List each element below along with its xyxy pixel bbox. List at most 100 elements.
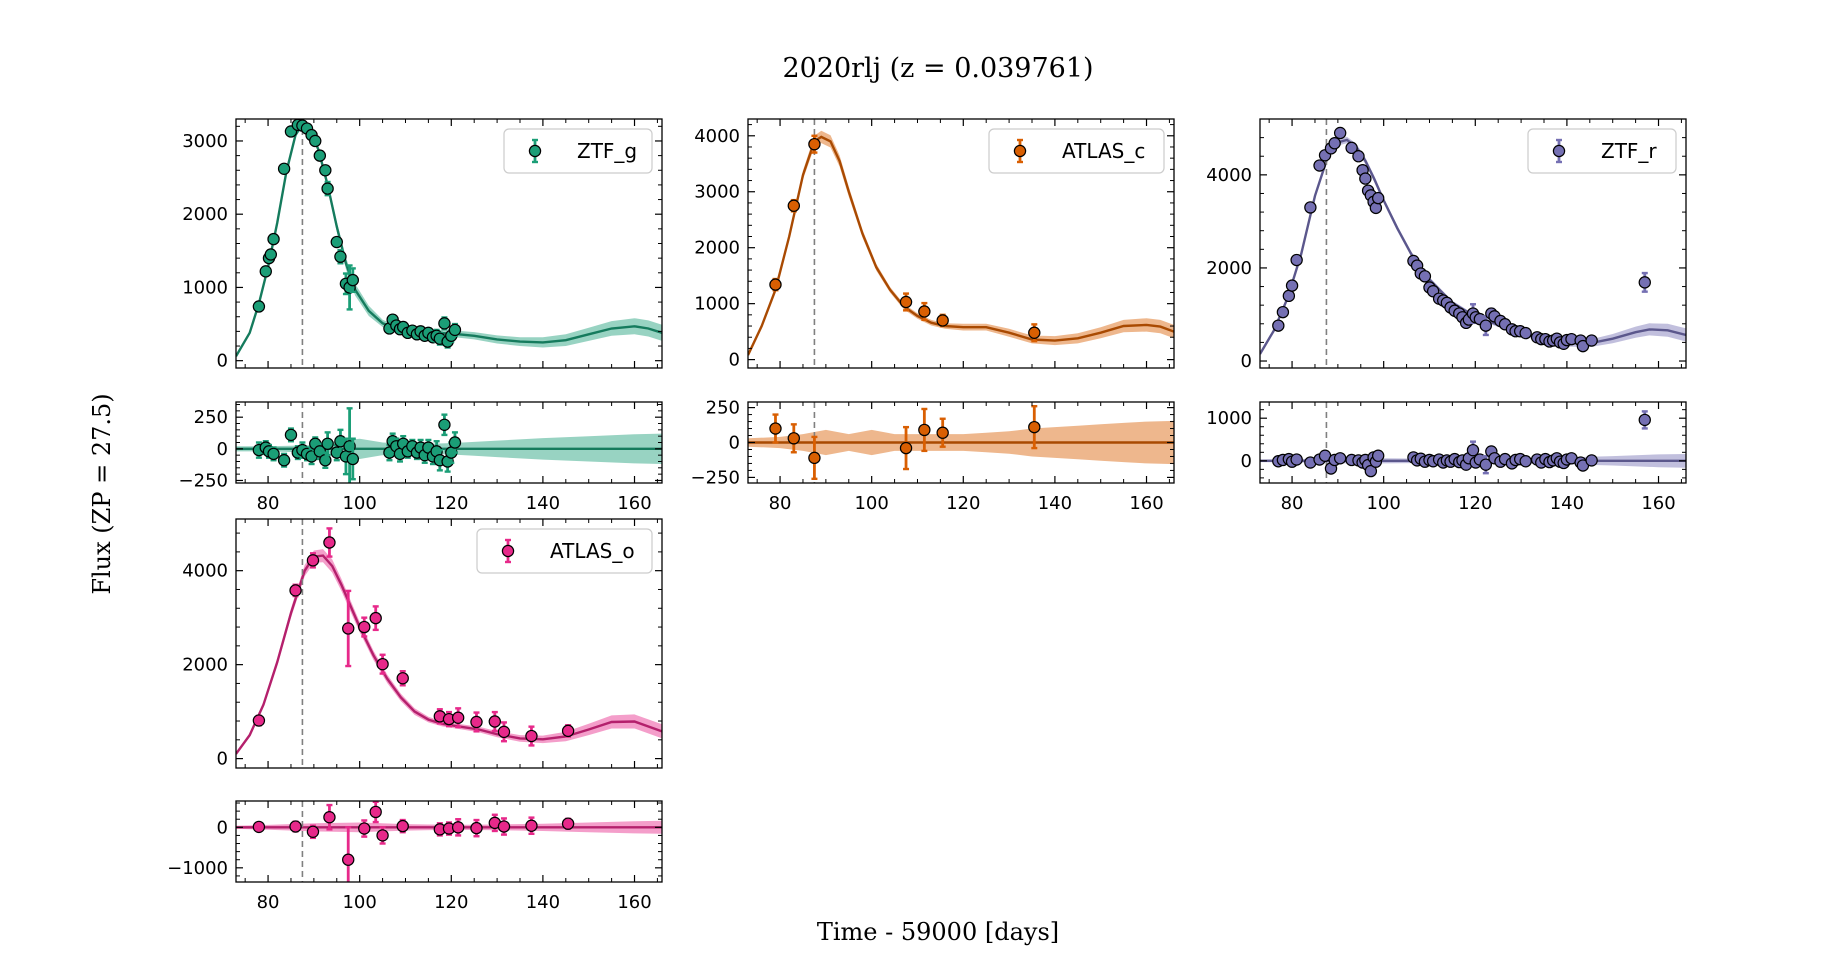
data-marker — [323, 811, 336, 824]
data-point — [1576, 339, 1590, 353]
data-point — [289, 820, 302, 833]
data-point — [309, 134, 322, 148]
data-point — [306, 824, 320, 840]
data-marker — [769, 422, 782, 435]
data-point — [787, 198, 801, 213]
data-point — [259, 265, 272, 278]
data-point — [267, 232, 280, 246]
x-tick-label: 120 — [1458, 493, 1492, 514]
data-marker — [1352, 150, 1365, 163]
data-marker — [284, 428, 298, 442]
data-point — [561, 724, 575, 738]
main-axes-1-plot-area — [748, 119, 1174, 368]
legend-marker — [1552, 144, 1566, 158]
data-point — [277, 452, 291, 468]
data-marker — [259, 265, 272, 278]
data-point — [1290, 253, 1303, 267]
data-marker — [787, 199, 801, 212]
data-point — [899, 292, 913, 312]
x-tick-label: 140 — [1550, 493, 1584, 514]
data-marker — [1282, 289, 1296, 303]
y-tick-label: 4000 — [1206, 165, 1252, 186]
data-marker — [438, 317, 451, 330]
y-tick-label: 2000 — [182, 655, 228, 676]
data-point — [1371, 191, 1385, 205]
data-point — [267, 446, 280, 462]
data-marker — [1313, 159, 1326, 172]
data-point — [1285, 279, 1299, 292]
legend-label: ATLAS_o — [550, 539, 635, 563]
data-point — [470, 818, 483, 838]
data-marker — [1028, 420, 1041, 434]
data-marker — [267, 447, 280, 461]
data-point — [561, 817, 575, 830]
x-tick-label: 100 — [342, 892, 376, 913]
data-marker — [497, 820, 511, 833]
data-point — [358, 616, 371, 638]
model-curve — [236, 122, 662, 357]
data-marker — [306, 554, 320, 567]
data-point — [1333, 452, 1347, 465]
legend-marker — [501, 544, 515, 558]
data-point — [264, 248, 278, 261]
data-point — [1565, 452, 1578, 465]
legend-box — [988, 128, 1165, 174]
data-point — [1369, 201, 1383, 215]
data-point — [451, 707, 465, 729]
data-point — [1638, 410, 1651, 430]
data-marker — [369, 611, 382, 625]
data-marker — [376, 829, 389, 842]
data-marker — [252, 820, 266, 834]
data-marker — [313, 445, 327, 458]
data-marker — [936, 426, 949, 439]
data-point — [1028, 323, 1041, 343]
data-marker — [264, 248, 278, 261]
data-point — [1585, 334, 1598, 347]
legend-box — [476, 528, 653, 574]
y-tick-label: −250 — [179, 470, 228, 491]
data-marker — [1359, 172, 1372, 185]
data-marker — [448, 436, 462, 449]
y-tick-label: 1000 — [694, 294, 740, 315]
data-marker — [396, 672, 409, 685]
data-marker — [277, 162, 291, 175]
data-point — [448, 322, 462, 337]
data-marker — [334, 250, 347, 263]
main-axes-0: 0 1000 2000 3000 ZTF_g — [182, 118, 663, 372]
residual-axes-2: 80 100 120 140 160 0 1000 — [1206, 401, 1687, 514]
data-point — [369, 605, 382, 632]
data-marker — [1290, 453, 1303, 466]
data-point — [346, 267, 360, 294]
data-point — [525, 725, 538, 747]
y-tick-label: 2000 — [182, 204, 228, 225]
data-marker — [1479, 319, 1493, 332]
data-point — [319, 164, 332, 177]
legend: ATLAS_c — [988, 128, 1165, 174]
data-point — [438, 316, 451, 331]
data-point — [787, 423, 801, 454]
x-tick-label: 100 — [854, 493, 888, 514]
residual-axes-0: 80 100 120 140 160 −250 0 250 — [179, 401, 663, 514]
axes-frame — [1259, 118, 1687, 369]
data-marker — [899, 295, 913, 309]
residual-axes-1-plot-area — [748, 402, 1174, 483]
y-tick-label: 0 — [729, 350, 740, 371]
x-tick-label: 120 — [434, 892, 468, 913]
data-marker — [1479, 458, 1493, 471]
data-marker — [1290, 253, 1303, 267]
y-tick-label: 0 — [217, 817, 228, 838]
data-marker — [1333, 126, 1347, 140]
main-axes-3-plot-area — [236, 519, 662, 768]
data-marker — [899, 441, 913, 455]
data-point — [442, 710, 456, 728]
y-tick-label: 0 — [217, 439, 228, 460]
data-marker — [936, 314, 949, 327]
residual-axes-2-plot-area — [1260, 402, 1686, 483]
data-point — [497, 817, 511, 836]
data-marker — [358, 822, 371, 835]
data-point — [769, 277, 782, 292]
data-marker — [309, 134, 322, 148]
data-point — [1585, 454, 1598, 467]
data-marker — [1371, 191, 1385, 205]
